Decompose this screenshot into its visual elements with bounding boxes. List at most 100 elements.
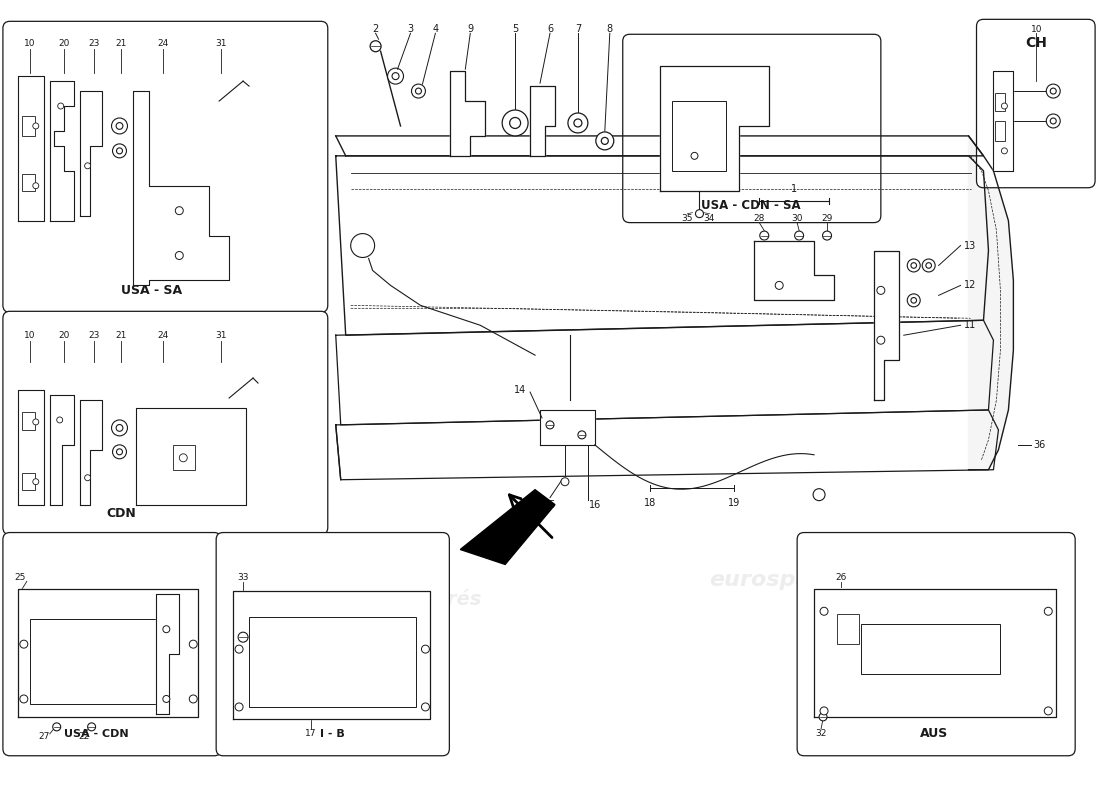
Text: 21: 21 <box>116 330 128 340</box>
FancyBboxPatch shape <box>3 311 328 534</box>
Polygon shape <box>814 590 1056 717</box>
Bar <box>30 619 164 704</box>
Circle shape <box>820 713 827 721</box>
Text: 20: 20 <box>58 38 69 48</box>
Circle shape <box>908 259 921 272</box>
Polygon shape <box>133 91 229 286</box>
Circle shape <box>351 234 375 258</box>
Bar <box>837 614 859 644</box>
Circle shape <box>1044 707 1053 715</box>
Circle shape <box>33 182 39 189</box>
Bar <box>22 412 35 430</box>
Circle shape <box>85 163 90 169</box>
Circle shape <box>911 262 916 268</box>
Text: eurosparés: eurosparés <box>120 310 243 330</box>
Circle shape <box>823 231 832 240</box>
Polygon shape <box>50 395 74 505</box>
Polygon shape <box>79 91 101 216</box>
Text: 12: 12 <box>964 280 976 290</box>
Circle shape <box>163 695 169 702</box>
Bar <box>22 174 35 190</box>
Circle shape <box>574 119 582 127</box>
Bar <box>672 101 726 170</box>
Circle shape <box>189 695 197 703</box>
Circle shape <box>33 419 39 425</box>
Bar <box>249 618 417 707</box>
Text: 31: 31 <box>216 38 227 48</box>
Text: 2: 2 <box>373 24 378 34</box>
Text: USA - SA: USA - SA <box>121 284 182 297</box>
Polygon shape <box>755 241 834 300</box>
Circle shape <box>111 420 128 436</box>
Text: 5: 5 <box>512 24 518 34</box>
Polygon shape <box>530 86 556 156</box>
Text: 18: 18 <box>644 498 656 508</box>
Circle shape <box>546 421 554 429</box>
Text: 23: 23 <box>88 38 99 48</box>
Circle shape <box>370 41 381 52</box>
Circle shape <box>117 449 122 455</box>
Text: 3: 3 <box>407 24 414 34</box>
Text: 10: 10 <box>24 330 35 340</box>
Circle shape <box>602 138 608 144</box>
Circle shape <box>117 148 122 154</box>
Text: 28: 28 <box>754 214 764 223</box>
FancyBboxPatch shape <box>798 533 1075 756</box>
Circle shape <box>238 632 249 642</box>
Text: 24: 24 <box>157 330 169 340</box>
Polygon shape <box>18 76 44 221</box>
Text: CH: CH <box>1025 36 1047 50</box>
Polygon shape <box>336 410 999 480</box>
Text: USA - CDN - SA: USA - CDN - SA <box>702 199 801 212</box>
Circle shape <box>117 122 123 130</box>
Circle shape <box>392 73 399 80</box>
Text: 10: 10 <box>1031 25 1042 34</box>
Circle shape <box>235 645 243 653</box>
Circle shape <box>821 607 828 615</box>
Circle shape <box>596 132 614 150</box>
Circle shape <box>695 210 704 218</box>
Text: 22: 22 <box>78 732 89 742</box>
Text: 19: 19 <box>728 498 740 508</box>
Circle shape <box>926 262 932 268</box>
Circle shape <box>908 294 921 307</box>
Text: 31: 31 <box>216 330 227 340</box>
Circle shape <box>794 231 804 240</box>
FancyBboxPatch shape <box>977 19 1096 188</box>
Circle shape <box>561 478 569 486</box>
Circle shape <box>1001 103 1008 109</box>
Text: 20: 20 <box>58 330 69 340</box>
Text: I - B: I - B <box>320 729 345 739</box>
Text: 30: 30 <box>791 214 803 223</box>
Text: 6: 6 <box>547 24 553 34</box>
Circle shape <box>1050 88 1056 94</box>
Text: eurosparés: eurosparés <box>359 590 482 610</box>
Circle shape <box>57 417 63 423</box>
Polygon shape <box>450 71 485 156</box>
Text: 14: 14 <box>514 385 526 395</box>
Circle shape <box>1046 84 1060 98</box>
Polygon shape <box>873 250 899 400</box>
Polygon shape <box>18 590 198 717</box>
Text: CDN: CDN <box>107 507 136 520</box>
Text: 36: 36 <box>1033 440 1046 450</box>
Polygon shape <box>336 320 993 425</box>
Text: 1: 1 <box>791 184 798 194</box>
Polygon shape <box>336 156 989 335</box>
Text: USA - CDN: USA - CDN <box>64 729 129 739</box>
Circle shape <box>509 118 520 129</box>
Circle shape <box>235 703 243 711</box>
Circle shape <box>1044 607 1053 615</box>
Circle shape <box>189 640 197 648</box>
Circle shape <box>88 723 96 731</box>
Text: 34: 34 <box>704 214 715 223</box>
Polygon shape <box>460 490 556 565</box>
Text: 26: 26 <box>835 573 847 582</box>
Polygon shape <box>156 594 179 714</box>
Text: AUS: AUS <box>920 727 948 740</box>
Circle shape <box>112 144 126 158</box>
Circle shape <box>1001 148 1008 154</box>
Text: 13: 13 <box>964 241 976 250</box>
Text: 33: 33 <box>238 573 249 582</box>
Polygon shape <box>79 400 101 505</box>
